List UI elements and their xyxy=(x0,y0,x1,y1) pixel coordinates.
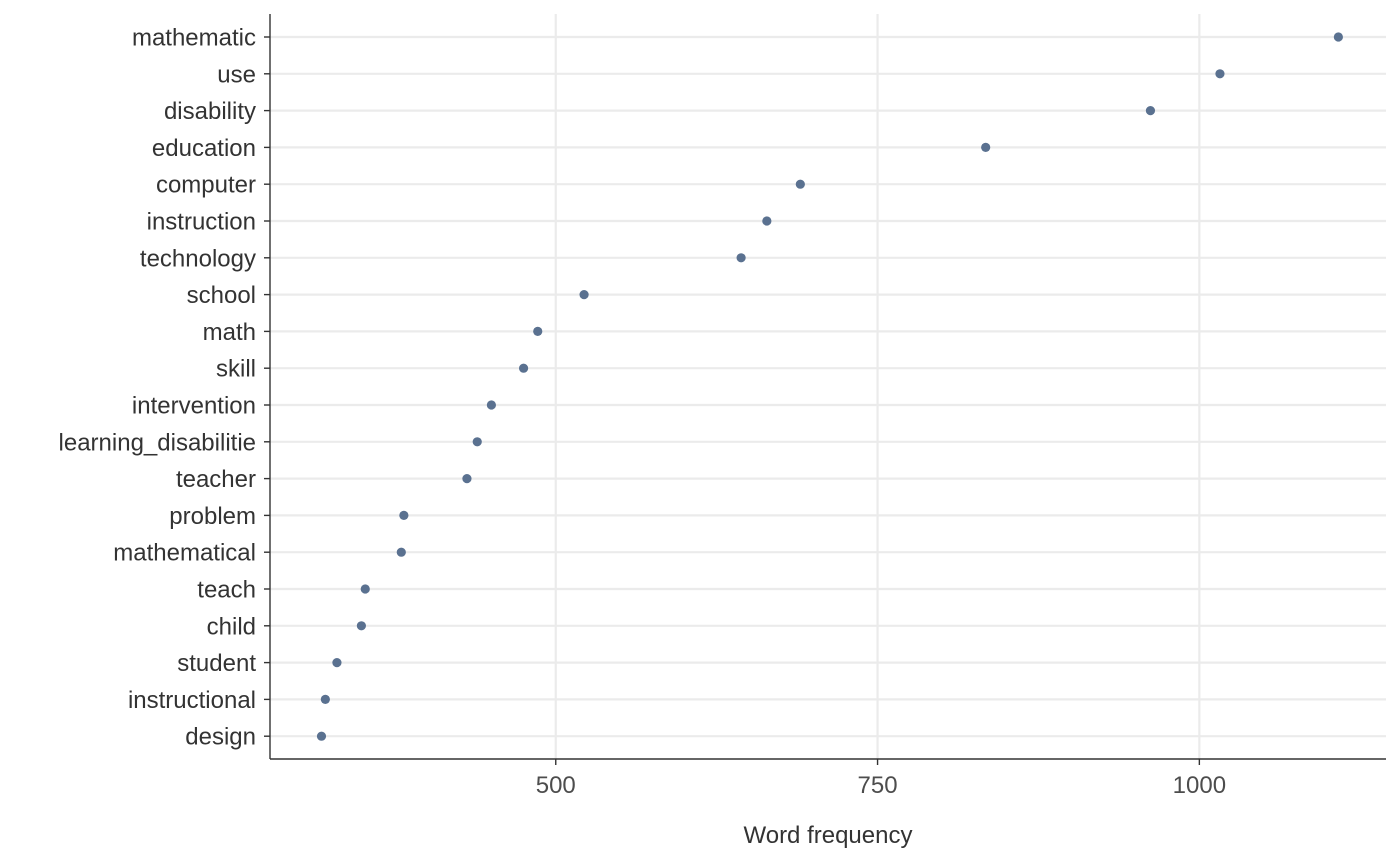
category-label: problem xyxy=(169,503,256,530)
data-point xyxy=(981,142,991,152)
data-point xyxy=(1145,106,1156,116)
category-label: learning_disabilitie xyxy=(59,429,256,456)
data-point xyxy=(736,253,746,263)
category-label: computer xyxy=(156,172,256,199)
data-point xyxy=(462,474,472,484)
x-tick-label: 500 xyxy=(536,772,576,799)
category-label: instructional xyxy=(128,687,256,714)
data-point xyxy=(1215,69,1225,79)
category-label: teach xyxy=(197,577,256,604)
axis-layer xyxy=(269,14,1386,760)
data-point xyxy=(762,216,772,226)
category-label: design xyxy=(185,724,256,751)
category-label: education xyxy=(152,135,256,162)
data-point xyxy=(472,437,482,447)
x-axis-title: Word frequency xyxy=(744,822,913,849)
category-label: mathematical xyxy=(113,540,256,567)
category-label: student xyxy=(177,650,256,677)
data-point xyxy=(320,694,330,705)
data-point xyxy=(579,290,589,300)
category-label: child xyxy=(207,613,256,640)
data-point xyxy=(399,510,409,520)
category-label: use xyxy=(217,61,256,88)
category-label: instruction xyxy=(147,209,256,236)
x-tick-labels: 500 750 1000 xyxy=(536,759,1226,799)
category-label: teacher xyxy=(176,466,256,493)
data-point xyxy=(360,584,370,594)
data-point xyxy=(795,179,805,189)
category-labels: mathematic use disability education computer… xyxy=(59,25,270,751)
data-point xyxy=(396,547,406,557)
data-point xyxy=(332,658,342,668)
x-tick-label: 750 xyxy=(858,772,898,799)
data-point xyxy=(316,731,327,741)
x-tick-label: 1000 xyxy=(1173,772,1226,799)
data-point xyxy=(356,621,366,631)
category-label: math xyxy=(203,319,256,346)
category-label: intervention xyxy=(132,393,256,420)
category-label: school xyxy=(187,282,256,309)
data-point xyxy=(533,326,543,336)
category-label: technology xyxy=(140,245,256,272)
category-label: mathematic xyxy=(132,25,256,52)
grid-layer xyxy=(270,14,1386,759)
data-points xyxy=(316,32,1343,741)
data-point xyxy=(486,400,496,410)
data-point xyxy=(1333,32,1343,42)
category-label: skill xyxy=(216,356,256,383)
category-label: disability xyxy=(164,98,256,125)
data-point xyxy=(518,363,529,373)
